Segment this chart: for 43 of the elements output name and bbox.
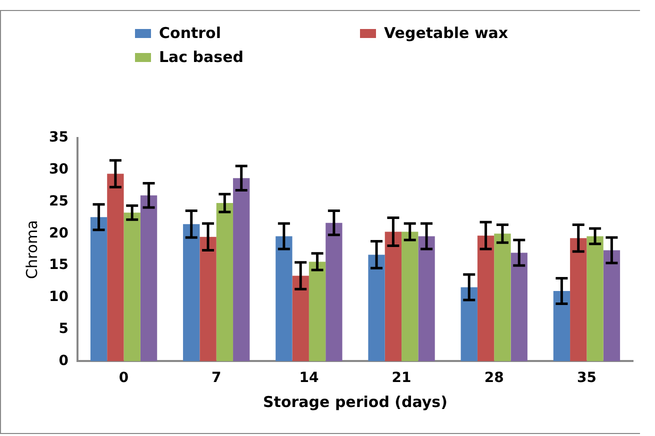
bar xyxy=(276,236,292,362)
y-tick-label: 5 xyxy=(58,320,68,337)
bar xyxy=(183,224,200,362)
x-tick-label: 7 xyxy=(211,370,222,386)
bar xyxy=(510,252,528,362)
y-axis-title: Chroma xyxy=(22,220,41,280)
legend-label: Vegetable wax xyxy=(384,24,508,42)
bar xyxy=(494,234,511,362)
x-tick-label: 0 xyxy=(118,370,129,386)
bar xyxy=(477,236,494,362)
x-tick-label: 21 xyxy=(392,370,412,386)
bar xyxy=(402,232,418,362)
bar xyxy=(384,232,402,362)
y-tick-label: 25 xyxy=(49,193,68,210)
y-tick-label: 20 xyxy=(49,225,69,242)
y-tick-label: 0 xyxy=(58,352,69,369)
bar xyxy=(368,254,385,362)
bar xyxy=(418,236,435,362)
bar xyxy=(553,291,570,362)
y-tick-label: 30 xyxy=(49,162,69,178)
y-tick-label: 10 xyxy=(49,289,69,306)
bar xyxy=(216,203,234,362)
x-tick-label: 14 xyxy=(299,370,319,386)
bar xyxy=(603,250,620,362)
x-tick-label: 35 xyxy=(576,370,596,386)
bar xyxy=(107,174,124,362)
bar xyxy=(586,236,604,362)
y-tick-label: 15 xyxy=(49,257,68,274)
bar xyxy=(200,236,216,362)
bar xyxy=(308,262,326,362)
bar xyxy=(326,222,342,362)
y-tick-label: 35 xyxy=(49,130,68,146)
x-axis-title: Storage period (days) xyxy=(263,392,448,411)
bar xyxy=(124,212,140,362)
bar xyxy=(570,238,587,362)
bar xyxy=(292,276,309,362)
bar xyxy=(140,195,158,362)
bar xyxy=(90,217,108,362)
legend-label: Lac based xyxy=(159,48,244,66)
x-tick-label: 28 xyxy=(484,370,504,386)
bar xyxy=(233,178,250,362)
legend-label: Control xyxy=(159,24,222,42)
bar xyxy=(460,287,478,362)
